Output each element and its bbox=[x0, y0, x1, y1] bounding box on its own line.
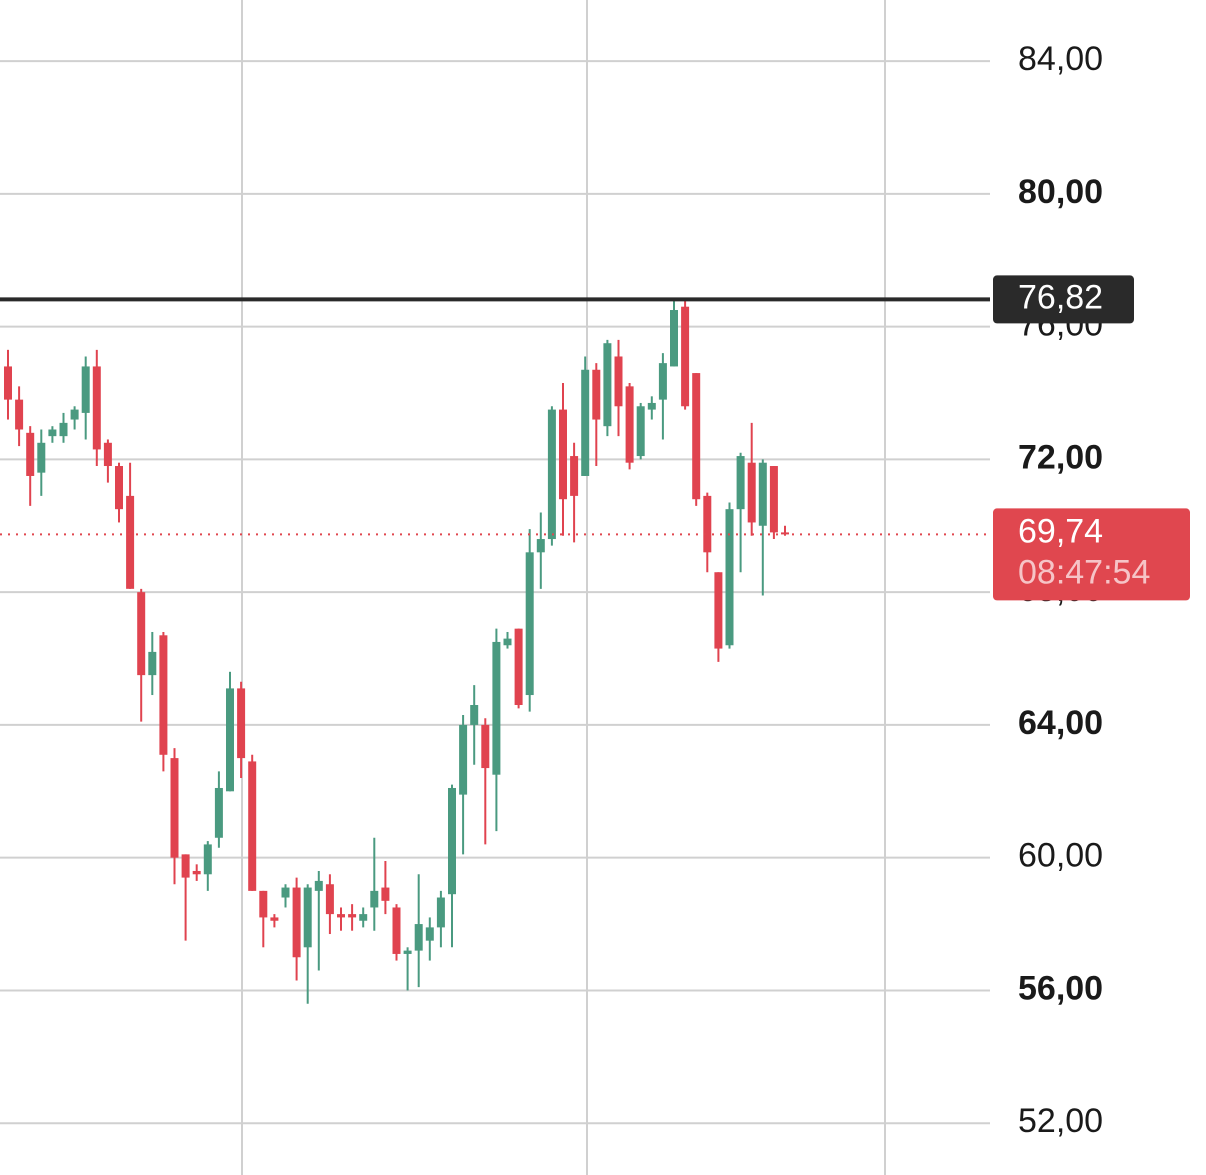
candle-body bbox=[270, 917, 279, 921]
candle-body bbox=[181, 854, 190, 878]
candle-body bbox=[592, 369, 601, 420]
candle-body bbox=[470, 705, 479, 725]
candle-body bbox=[81, 366, 90, 413]
candle-body bbox=[536, 539, 545, 553]
candle-body bbox=[492, 641, 501, 775]
candle-body bbox=[614, 356, 623, 407]
candle-body bbox=[559, 409, 567, 500]
candle-body bbox=[581, 369, 590, 476]
candle-body bbox=[15, 399, 24, 430]
candle-body bbox=[237, 688, 246, 759]
candle-body bbox=[226, 688, 234, 792]
candle-body bbox=[70, 409, 79, 420]
candle-body bbox=[670, 310, 678, 367]
last-price-label: 69,74 bbox=[1018, 512, 1103, 550]
y-tick-label: 72,00 bbox=[1018, 438, 1103, 476]
candle-body bbox=[214, 787, 223, 838]
candle-body bbox=[48, 429, 57, 437]
candle-body bbox=[392, 907, 401, 954]
candle-body bbox=[414, 924, 423, 951]
candle-body bbox=[203, 844, 212, 875]
candle-body bbox=[159, 635, 168, 755]
candle-body bbox=[681, 306, 690, 407]
candle-body bbox=[248, 761, 257, 891]
countdown-label: 08:47:54 bbox=[1018, 553, 1150, 591]
candle-body bbox=[281, 887, 290, 898]
candle-body bbox=[448, 787, 456, 895]
candle-body bbox=[4, 366, 12, 400]
candle-body bbox=[570, 456, 579, 496]
candle-body bbox=[126, 495, 135, 589]
candle-body bbox=[692, 373, 701, 500]
candle-body bbox=[658, 363, 667, 400]
candle-body bbox=[259, 890, 268, 918]
candle-body bbox=[514, 628, 523, 705]
y-tick-label: 80,00 bbox=[1018, 173, 1103, 211]
candle-body bbox=[359, 914, 368, 921]
candle-body bbox=[647, 402, 656, 410]
candle-body bbox=[59, 422, 68, 437]
candle-body bbox=[425, 927, 434, 941]
candle-body bbox=[325, 884, 334, 915]
candle-body bbox=[348, 914, 357, 918]
candle-body bbox=[26, 432, 35, 476]
candle-body bbox=[403, 950, 412, 954]
candle-body bbox=[436, 897, 445, 928]
candle-body bbox=[547, 409, 556, 540]
candle-body bbox=[603, 343, 612, 427]
y-tick-label: 64,00 bbox=[1018, 704, 1103, 742]
candle-body bbox=[103, 442, 112, 467]
candle-body bbox=[625, 386, 634, 463]
y-tick-label: 60,00 bbox=[1018, 837, 1103, 875]
candle-body bbox=[714, 572, 723, 649]
candle-body bbox=[137, 592, 146, 676]
candle-body bbox=[459, 724, 468, 795]
price-level-label: 76,82 bbox=[1018, 278, 1103, 316]
candle-body bbox=[769, 466, 778, 533]
candle-body bbox=[92, 366, 101, 450]
last-price-tag bbox=[993, 508, 1190, 601]
candle-body bbox=[736, 456, 745, 510]
candle-body bbox=[481, 724, 490, 769]
candle-body bbox=[381, 887, 390, 901]
candle-body bbox=[337, 914, 345, 918]
candle-body bbox=[115, 466, 123, 510]
candle-body bbox=[636, 406, 645, 457]
candle-body bbox=[747, 462, 756, 523]
price-level-tag bbox=[993, 275, 1134, 324]
candle-body bbox=[370, 890, 379, 908]
candle-body bbox=[503, 638, 512, 646]
time-grid bbox=[241, 0, 886, 1175]
candle-body bbox=[758, 462, 767, 526]
y-tick-label: 52,00 bbox=[1018, 1102, 1103, 1140]
candle-body bbox=[525, 552, 534, 696]
y-tick-label: 56,00 bbox=[1018, 969, 1103, 1007]
candle-body bbox=[725, 509, 734, 646]
y-tick-label: 84,00 bbox=[1018, 40, 1103, 78]
candle-body bbox=[192, 870, 201, 875]
candle-body bbox=[292, 887, 301, 958]
candle-body bbox=[703, 495, 712, 553]
candle-body bbox=[148, 651, 157, 676]
candle-body bbox=[37, 442, 46, 473]
candle-body bbox=[303, 887, 312, 948]
candle-body bbox=[170, 758, 179, 858]
candle-body bbox=[314, 880, 323, 891]
